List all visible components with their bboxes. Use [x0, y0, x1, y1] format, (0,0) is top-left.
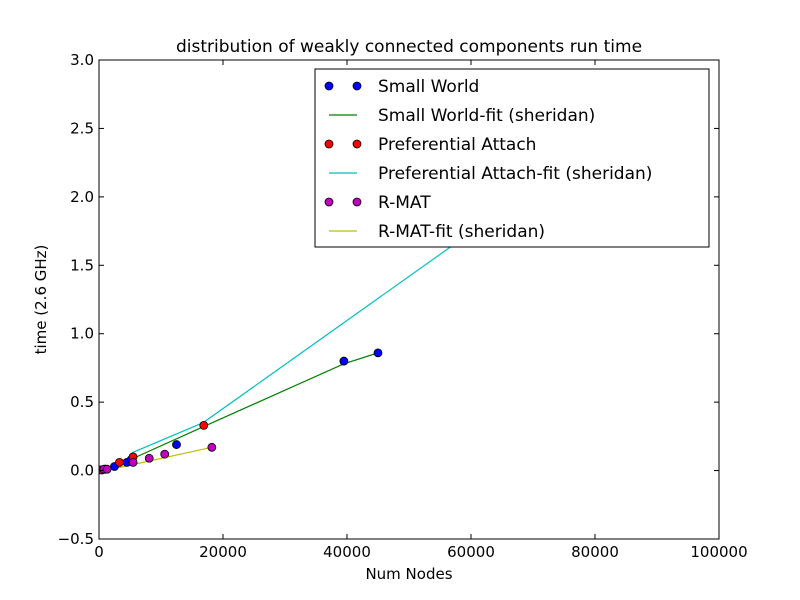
legend-label-2: Preferential Attach: [378, 135, 536, 155]
x-tick-label: 20000: [199, 543, 247, 561]
series-lines-layer: [99, 218, 490, 473]
legend-box: [314, 68, 710, 248]
legend-marker-4-b: [352, 197, 362, 207]
y-tick-label: 1.0: [70, 325, 94, 343]
y-tick-label: 3.0: [70, 51, 94, 69]
y-tick-label: 0.5: [70, 393, 94, 411]
data-point-s4-6: [207, 442, 217, 452]
x-tick-label: 80000: [571, 543, 619, 561]
legend-label-3: Preferential Attach-fit (sheridan): [378, 164, 652, 184]
legend-label-0: Small World: [378, 77, 479, 97]
series-line-3: [131, 218, 490, 454]
x-tick-label: 100000: [690, 543, 747, 561]
series-line-1: [99, 352, 379, 473]
legend-marker-2-b: [352, 139, 362, 149]
x-tick-label: 40000: [323, 543, 371, 561]
legend-label-1: Small World-fit (sheridan): [378, 106, 595, 126]
data-point-s4-2: [102, 464, 112, 474]
legend-label-4: R-MAT: [378, 193, 431, 213]
data-point-s4-5: [160, 449, 170, 459]
legend-marker-2: [324, 139, 334, 149]
y-tick-label: 0.0: [70, 462, 94, 480]
legend-marker-0-b: [352, 81, 362, 91]
y-tick-label: 2.5: [70, 119, 94, 137]
x-axis-ticks: 0 20000 40000 60000 80000 100000: [94, 60, 748, 561]
data-point-s2-4: [199, 421, 209, 430]
y-tick-label: −0.5: [58, 530, 94, 548]
plot-area-frame: [98, 59, 720, 540]
data-point-s4-4: [144, 453, 154, 463]
x-tick-label: 60000: [447, 543, 495, 561]
legend-marker-0: [324, 81, 334, 91]
data-point-s0-5: [172, 440, 181, 449]
legend-label-5: R-MAT-fit (sheridan): [378, 222, 545, 242]
y-tick-label: 1.5: [70, 256, 94, 274]
chart-title: distribution of weakly connected compone…: [176, 37, 642, 57]
legend: Small World Small World-fit (sheridan) Pre…: [314, 68, 710, 248]
data-point-s4-3: [128, 457, 138, 467]
data-point-s0-7: [373, 348, 383, 358]
y-axis-label: time (2.6 GHz): [32, 245, 50, 355]
y-tick-label: 2.0: [70, 188, 94, 206]
data-point-s0-6: [339, 356, 349, 366]
legend-marker-4: [324, 197, 334, 207]
y-axis-ticks: −0.5 0.0 0.5 1.0 1.5 2.0 2.5 3.0: [58, 51, 719, 548]
series-points-layer: [99, 348, 383, 475]
x-tick-label: 0: [94, 543, 104, 561]
data-point-s2-2: [115, 457, 124, 467]
x-axis-label: Num Nodes: [365, 565, 452, 583]
